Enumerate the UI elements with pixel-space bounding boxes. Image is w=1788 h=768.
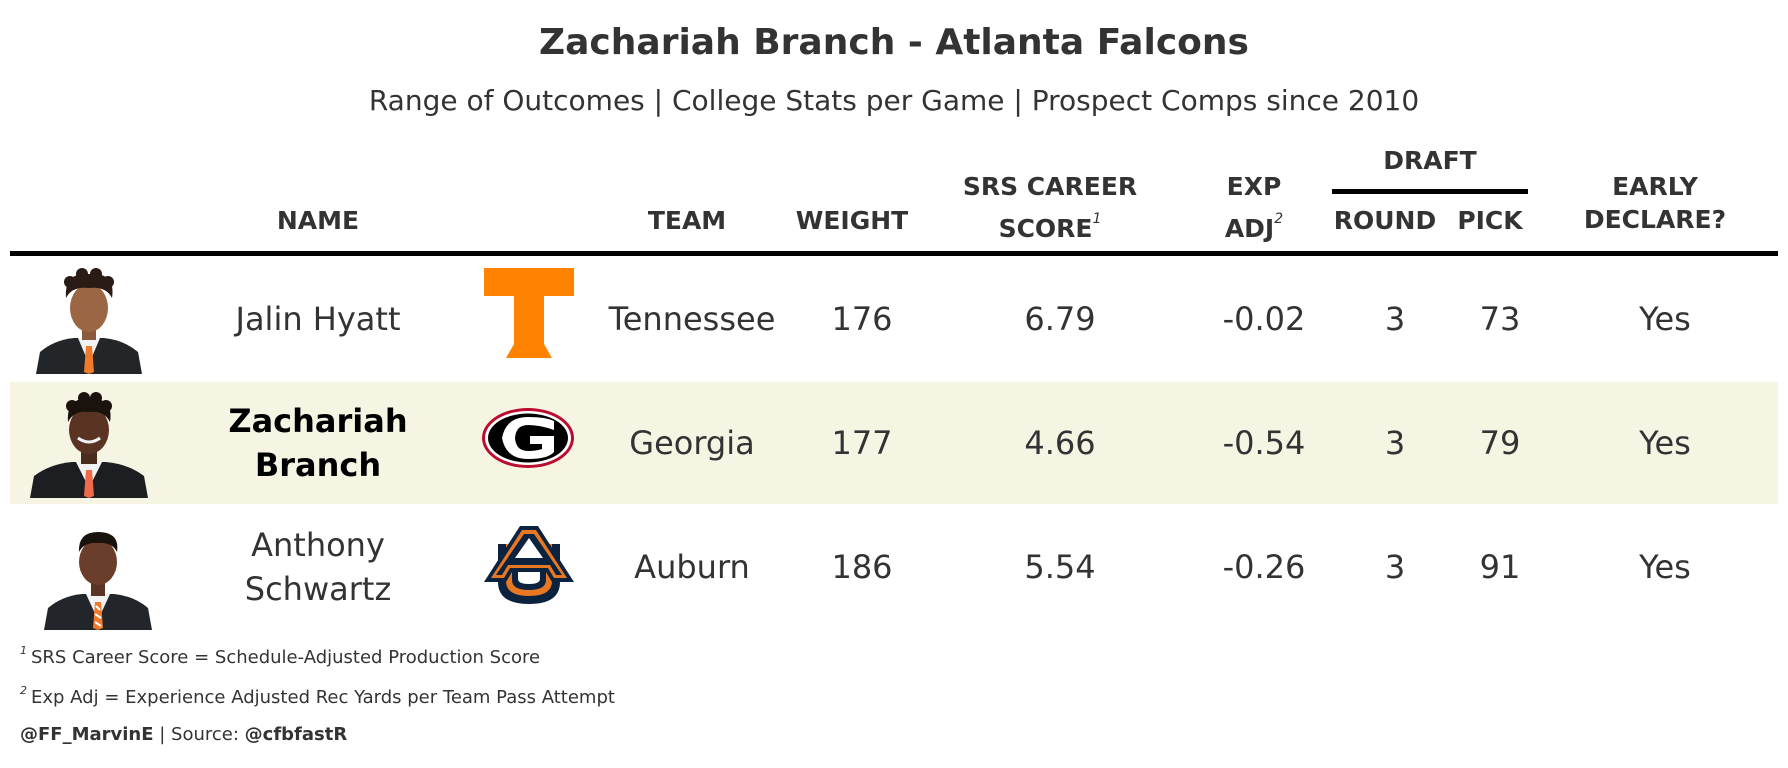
source-credit: @FF_MarvinE | Source: @cfbfastR [20,724,347,745]
pick-value: 73 [1479,300,1521,338]
footnote-exp-adj: 2 Exp Adj = Experience Adjusted Rec Yards… [20,684,615,708]
tennessee-t-logo [484,268,574,358]
player-name-line2: Schwartz [244,570,392,608]
header-weight: WEIGHT [795,206,909,235]
round-value: 3 [1384,548,1406,586]
header-early-line2: DECLARE? [1583,205,1727,234]
footnote-srs-text: SRS Career Score = Schedule-Adjusted Pro… [31,647,541,668]
header-srs-line2: SCORE [998,214,1093,243]
exp-adj-value: -0.02 [1222,300,1306,338]
header-exp-line1: EXP [1226,172,1282,201]
header-srs-line1: SRS CAREER [962,172,1138,201]
header-draft-spanner: DRAFT [1383,146,1477,175]
header-rule [10,251,1778,256]
team-name: Georgia [629,424,755,462]
chart-subtitle: Range of Outcomes | College Stats per Ga… [368,84,1420,117]
table-row: Anthony Schwartz Auburn 186 5.54 -0.26 3… [10,504,1778,630]
header-exp-line2-wrap: ADJ2 [1184,203,1324,245]
early-declare-value: Yes [1639,300,1691,338]
early-declare-value: Yes [1639,548,1691,586]
exp-adj-value: -0.26 [1222,548,1306,586]
srs-value: 4.66 [1024,424,1096,462]
credit-author: @FF_MarvinE [20,724,154,745]
early-declare-value: Yes [1639,424,1691,462]
chart-title: Zachariah Branch - Atlanta Falcons [539,22,1249,63]
player-name: Anthony Schwartz [188,504,448,630]
auburn-au-logo [484,526,574,604]
exp-adj-value: -0.54 [1222,424,1306,462]
srs-value: 5.54 [1024,548,1096,586]
header-early-declare: EARLY DECLARE? [1555,170,1755,236]
weight-value: 177 [831,424,893,462]
georgia-g-logo [482,408,574,468]
team-name: Tennessee [608,300,776,338]
team-name: Auburn [634,548,750,586]
player-name: Jalin Hyatt [188,256,448,382]
player-headshot [44,532,152,630]
header-pick: PICK [1457,206,1523,235]
header-srs: SRS CAREER SCORE1 [930,170,1170,245]
weight-value: 176 [831,300,893,338]
player-headshot [30,392,148,498]
player-name-line1: Zachariah [228,402,408,440]
table-row: Jalin Hyatt Tennessee 176 6.79 -0.02 3 7… [10,256,1778,382]
header-srs-line2-wrap: SCORE1 [930,203,1170,245]
header-round: ROUND [1333,206,1437,235]
pick-value: 79 [1479,424,1521,462]
footnote-srs-mark: 1 [20,644,27,657]
header-exp-adj: EXP ADJ2 [1184,170,1324,245]
player-name-focus: Zachariah Branch [188,382,448,504]
pick-value: 91 [1479,548,1521,586]
footnote-exp-text: Exp Adj = Experience Adjusted Rec Yards … [31,687,615,708]
credit-separator: | Source: [153,724,245,745]
player-name-line1: Jalin Hyatt [235,300,401,338]
round-value: 3 [1384,300,1406,338]
header-name: NAME [276,206,360,235]
player-headshot [36,268,142,374]
header-team: TEAM [647,206,727,235]
weight-value: 186 [831,548,893,586]
header-srs-note: 1 [1092,211,1102,227]
footnote-exp-mark: 2 [20,684,27,697]
draft-spanner-line [1332,189,1528,194]
credit-source: @cfbfastR [244,724,348,745]
srs-value: 6.79 [1024,300,1096,338]
player-name-line1: Anthony [251,526,385,564]
table-row-highlighted: Zachariah Branch Georgia 177 4.66 -0.54 … [10,382,1778,504]
header-exp-note: 2 [1274,211,1284,227]
round-value: 3 [1384,424,1406,462]
player-name-line2: Branch [254,446,382,484]
header-early-line1: EARLY [1612,172,1698,201]
footnote-srs: 1 SRS Career Score = Schedule-Adjusted Pr… [20,644,540,668]
header-exp-line2: ADJ [1224,214,1275,243]
